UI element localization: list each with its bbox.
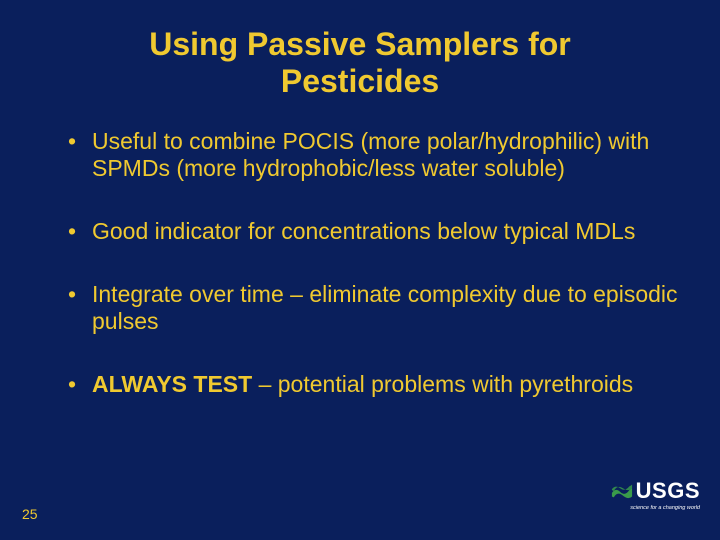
bullet-item: Good indicator for concentrations below … — [68, 218, 680, 245]
bullet-item: Integrate over time – eliminate complexi… — [68, 281, 680, 335]
bullet-item: ALWAYS TEST – potential problems with py… — [68, 371, 680, 398]
bullet-item: Useful to combine POCIS (more polar/hydr… — [68, 128, 680, 182]
logo-main: USGS — [611, 478, 700, 504]
usgs-logo: USGS science for a changing world — [610, 478, 700, 526]
wave-icon — [611, 480, 633, 502]
bullet-list: Useful to combine POCIS (more polar/hydr… — [40, 128, 680, 399]
logo-tagline: science for a changing world — [630, 505, 700, 511]
slide: Using Passive Samplers for Pesticides Us… — [0, 0, 720, 540]
logo-text: USGS — [636, 478, 700, 504]
bullet-bold-lead: ALWAYS TEST — [92, 371, 252, 397]
bullet-rest: – potential problems with pyrethroids — [252, 371, 633, 397]
slide-title: Using Passive Samplers for Pesticides — [80, 26, 640, 100]
page-number: 25 — [22, 506, 38, 522]
